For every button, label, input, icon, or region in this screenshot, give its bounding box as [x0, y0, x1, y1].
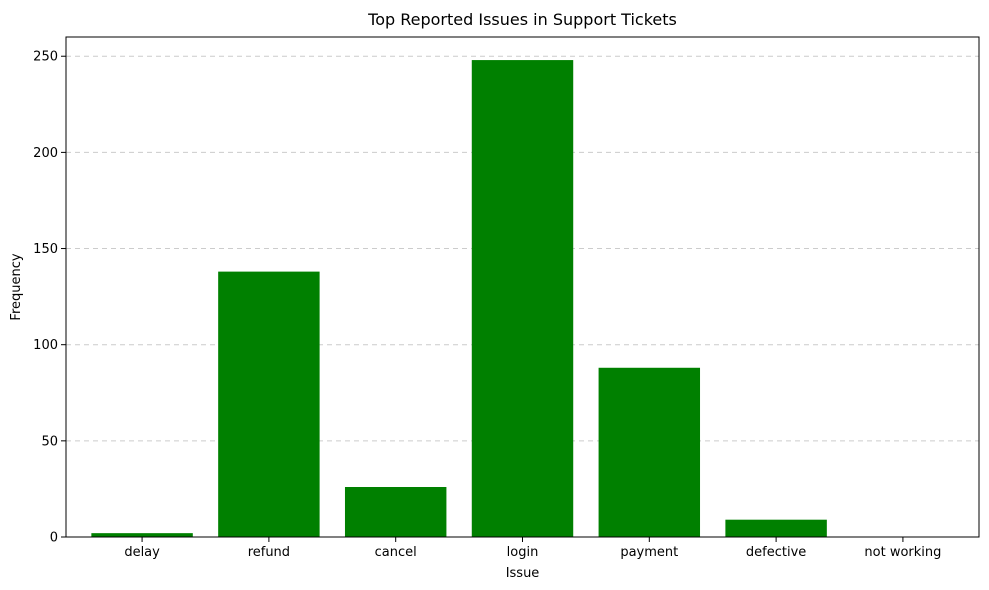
x-tick-label: delay: [124, 545, 160, 560]
y-tick-label: 150: [33, 242, 58, 257]
bar-payment: [598, 367, 701, 537]
y-tick-label: 50: [41, 434, 58, 449]
chart-title: Top Reported Issues in Support Tickets: [367, 10, 677, 29]
y-tick-label: 250: [33, 50, 58, 65]
y-tick-label: 100: [33, 338, 58, 353]
bar-delay: [91, 533, 193, 537]
x-tick-label: not working: [864, 545, 941, 560]
bars: [91, 60, 827, 537]
y-axis-label: Frequency: [9, 253, 24, 320]
x-axis-label: Issue: [506, 566, 540, 581]
x-tick-label: login: [507, 545, 539, 560]
bar-login: [471, 60, 574, 537]
bar-defective: [725, 519, 827, 537]
y-tick-label: 200: [33, 146, 58, 161]
gridlines: [66, 55, 979, 442]
y-ticks: 0 50 100 150 200 250: [33, 50, 66, 546]
bar-refund: [218, 271, 320, 537]
bar-cancel: [344, 487, 447, 537]
x-tick-label: cancel: [375, 545, 417, 560]
x-tick-label: refund: [248, 545, 290, 560]
x-ticks: delay refund cancel login payment defective no…: [124, 537, 941, 560]
y-tick-label: 0: [50, 531, 58, 546]
x-tick-label: defective: [746, 545, 806, 560]
x-tick-label: payment: [620, 545, 678, 560]
